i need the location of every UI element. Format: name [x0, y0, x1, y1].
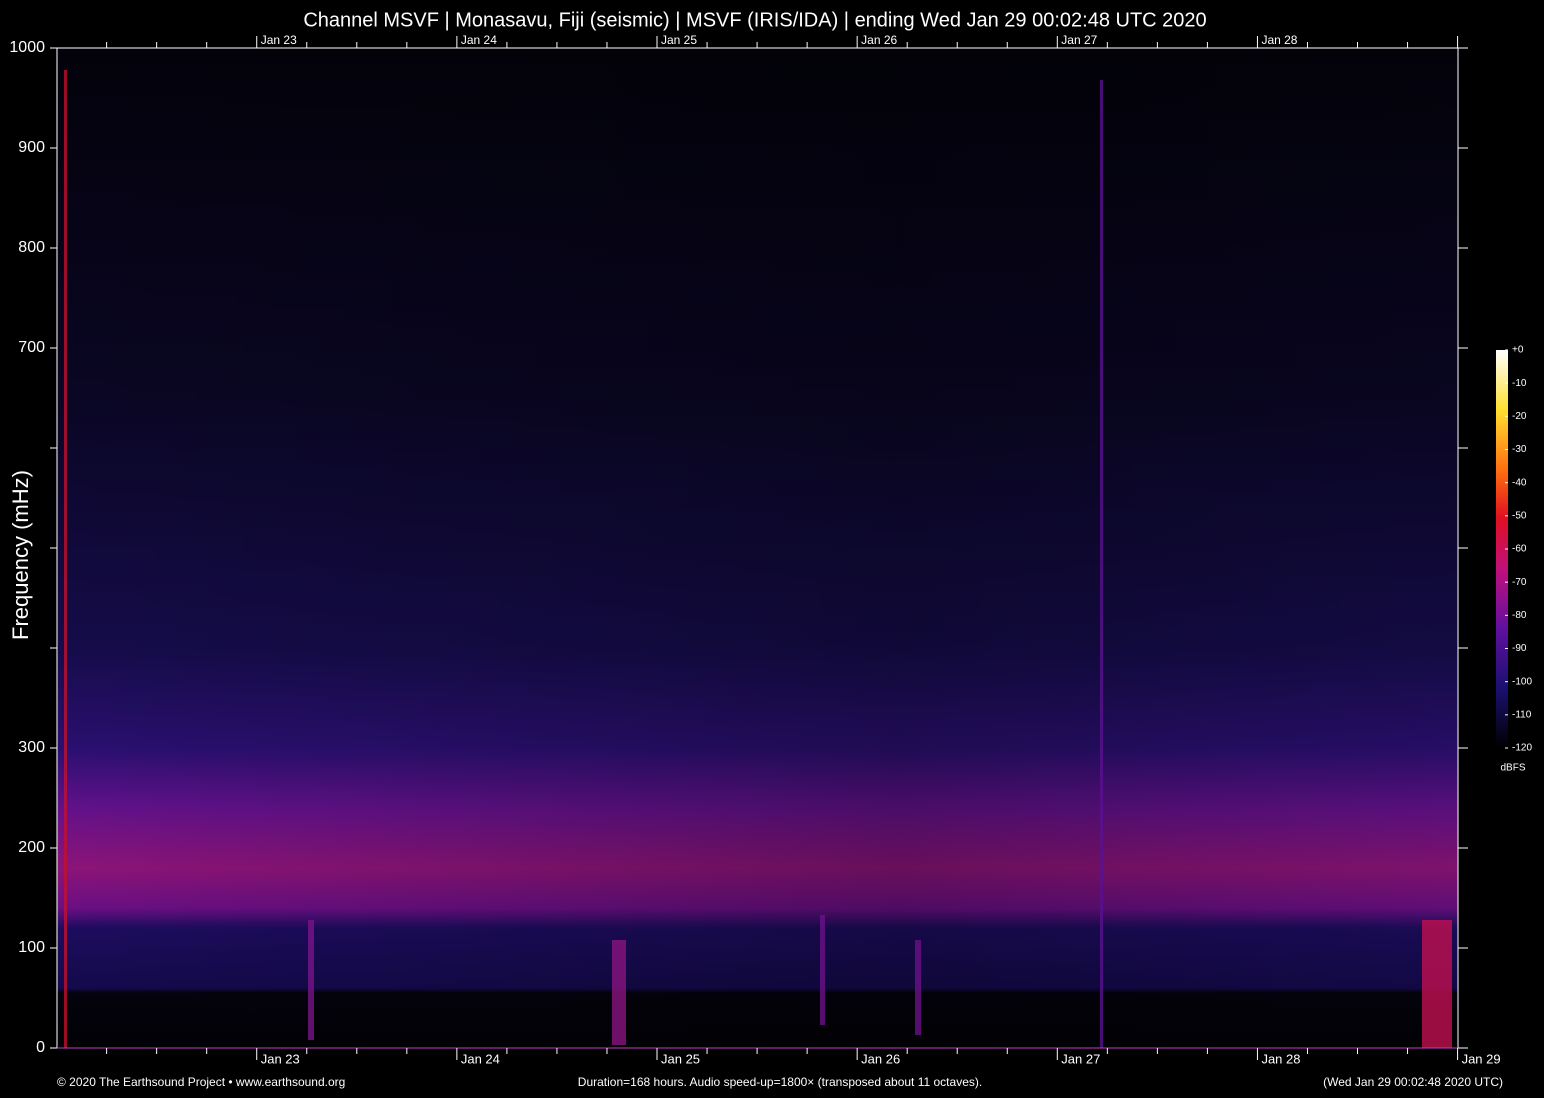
y-axis-title: Frequency (mHz): [8, 470, 33, 640]
colorbar-tick-label: -90: [1512, 643, 1527, 654]
colorbar-tick-label: -70: [1512, 577, 1527, 588]
x-tick-label-top: Jan 28: [1261, 33, 1297, 47]
x-tick-label: Jan 23: [261, 1051, 300, 1066]
y-tick-label: 700: [18, 339, 45, 356]
colorbar-tick-label: -30: [1512, 444, 1527, 455]
x-tick-label-top: Jan 23: [261, 33, 297, 47]
colorbar-tick-label: -40: [1512, 477, 1527, 488]
x-tick-label: Jan 28: [1261, 1051, 1300, 1066]
chart-title: Channel MSVF | Monasavu, Fiji (seismic) …: [303, 9, 1206, 31]
y-tick-label: 300: [18, 739, 45, 756]
y-tick-label: 1000: [9, 39, 45, 56]
x-tick-label-top: Jan 26: [861, 33, 897, 47]
footer-left: © 2020 The Earthsound Project • www.eart…: [57, 1075, 345, 1089]
x-tick-label-top: Jan 24: [461, 33, 497, 47]
x-tick-label-top: Jan 27: [1061, 33, 1097, 47]
y-tick-label: 0: [36, 1039, 45, 1056]
x-tick-label: Jan 24: [461, 1051, 500, 1066]
x-tick-label: Jan 26: [861, 1051, 900, 1066]
colorbar-tick-label: -120: [1512, 743, 1532, 754]
footer-right: (Wed Jan 29 00:02:48 2020 UTC): [1323, 1075, 1503, 1089]
spectrogram-shade: [57, 48, 1458, 1048]
colorbar-tick-label: -50: [1512, 510, 1527, 521]
colorbar-tick-label: -60: [1512, 544, 1527, 555]
colorbar-tick-label: -100: [1512, 676, 1532, 687]
footer-center: Duration=168 hours. Audio speed-up=1800×…: [578, 1075, 982, 1089]
colorbar-tick-label: -20: [1512, 411, 1527, 422]
colorbar-tick-label: -110: [1512, 709, 1532, 720]
colorbar-tick-label: +0: [1512, 345, 1524, 356]
y-tick-label: 100: [18, 939, 45, 956]
x-tick-label-top: Jan 25: [661, 33, 697, 47]
x-tick-label: Jan 27: [1061, 1051, 1100, 1066]
colorbar-tick-label: -80: [1512, 610, 1527, 621]
y-tick-label: 800: [18, 239, 45, 256]
x-tick-label: Jan 29: [1462, 1051, 1501, 1066]
y-tick-label: 900: [18, 139, 45, 156]
colorbar-label: dBFS: [1500, 763, 1525, 774]
spectrogram-events: [64, 70, 1452, 1048]
x-tick-label: Jan 25: [661, 1051, 700, 1066]
colorbar-tick-label: -10: [1512, 378, 1527, 389]
y-tick-label: 200: [18, 839, 45, 856]
